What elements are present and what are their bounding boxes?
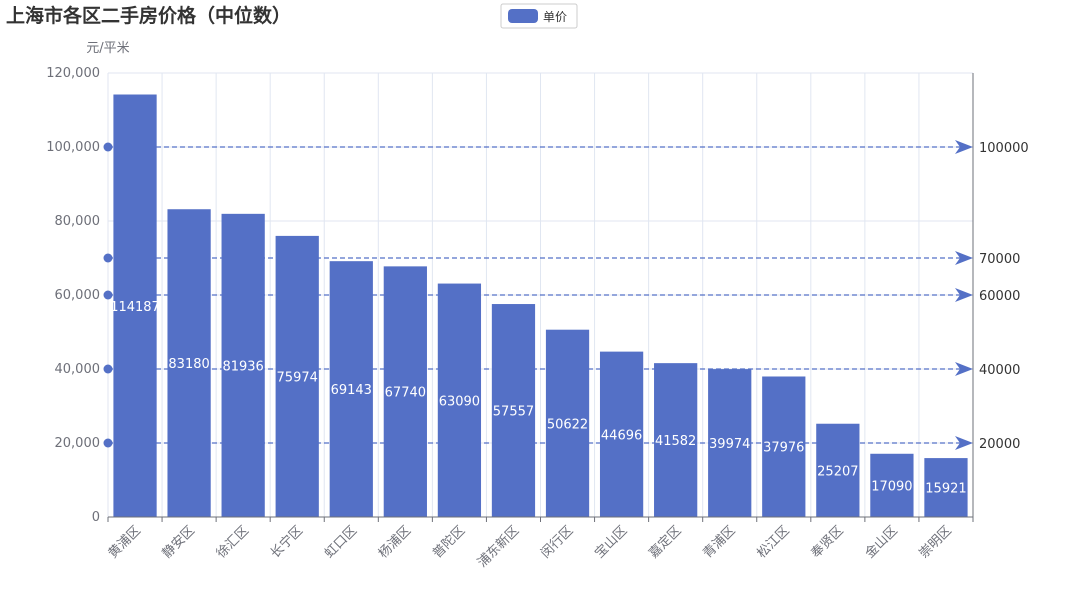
bar	[167, 209, 211, 517]
reference-line-label: 40000	[979, 363, 1020, 378]
reference-line-label: 100000	[979, 141, 1029, 156]
reference-line-arrow	[955, 362, 973, 376]
bar	[924, 458, 968, 517]
reference-line-arrow	[955, 436, 973, 450]
y-tick-label: 80,000	[55, 214, 101, 229]
bar-value-label: 114187	[110, 300, 160, 315]
bars	[113, 94, 968, 518]
bar-value-label: 37976	[763, 441, 804, 456]
y-axis-unit-label: 元/平米	[86, 41, 129, 56]
bar-value-label: 81936	[222, 359, 263, 374]
x-category-label: 奉贤区	[808, 523, 846, 561]
x-category-label: 浦东新区	[474, 523, 522, 571]
reference-line-arrow	[955, 251, 973, 265]
x-category-label: 宝山区	[592, 523, 630, 561]
bar	[275, 235, 319, 518]
legend-label-unit-price[interactable]: 单价	[543, 10, 567, 24]
bar	[870, 453, 914, 517]
bar-value-label: 15921	[925, 482, 966, 497]
y-tick-label: 60,000	[55, 288, 101, 303]
y-tick-label: 100,000	[46, 140, 100, 155]
x-category-label: 黄浦区	[106, 523, 144, 561]
reference-line-arrow	[955, 288, 973, 302]
x-category-label: 静安区	[160, 523, 198, 561]
bar	[762, 376, 806, 517]
bar	[545, 329, 590, 517]
y-tick-label: 120,000	[46, 66, 100, 81]
x-category-label: 杨浦区	[376, 523, 414, 561]
x-category-label: 嘉定区	[646, 523, 684, 561]
y-tick-label: 20,000	[55, 436, 101, 451]
bar-value-label: 25207	[817, 464, 858, 479]
x-category-label: 长宁区	[267, 523, 306, 562]
bar-value-label: 44696	[601, 428, 642, 443]
chart-title: 上海市各区二手房价格（中位数）	[6, 4, 291, 27]
bar	[654, 363, 698, 517]
x-category-label: 松江区	[754, 523, 792, 561]
bar-value-label: 41582	[655, 434, 696, 449]
bar-value-label: 17090	[871, 479, 912, 494]
bar-value-label: 63090	[439, 394, 480, 409]
reference-line-label: 60000	[979, 289, 1020, 304]
bar-value-label: 69143	[331, 383, 372, 398]
legend[interactable]: 单价	[500, 3, 578, 29]
bar-value-labels: 114187 83180 81936 75974 69143 67740 63090 5755…	[110, 300, 966, 497]
bar-value-label: 83180	[168, 357, 209, 372]
bar	[599, 351, 644, 517]
legend-swatch-unit-price[interactable]	[508, 9, 538, 23]
x-category-label: 青浦区	[700, 523, 738, 561]
bar	[437, 283, 482, 517]
x-category-label: 闵行区	[538, 523, 576, 561]
x-category-label: 徐汇区	[214, 523, 252, 561]
reference-line-label: 70000	[979, 252, 1020, 267]
bar	[221, 213, 265, 518]
x-category-label: 崇明区	[917, 523, 955, 561]
bar-value-label: 67740	[385, 386, 426, 401]
bar-value-label: 50622	[547, 417, 588, 432]
y-tick-label: 0	[92, 510, 100, 525]
reference-lines: 100000 70000 60000 40000 20000	[103, 140, 1029, 452]
bar-value-label: 39974	[709, 437, 750, 452]
bar-value-label: 57557	[493, 405, 534, 420]
x-category-label: 金山区	[862, 523, 901, 562]
y-tick-label: 40,000	[55, 362, 101, 377]
x-category-label: 虹口区	[322, 523, 360, 561]
reference-line-arrow	[955, 140, 973, 154]
reference-line-label: 20000	[979, 437, 1020, 452]
bar	[491, 304, 536, 517]
bar	[113, 94, 157, 517]
bar	[816, 423, 860, 517]
bar-value-label: 75974	[277, 370, 318, 385]
bar	[329, 261, 373, 517]
x-category-label: 普陀区	[429, 523, 468, 562]
bar	[383, 266, 427, 517]
